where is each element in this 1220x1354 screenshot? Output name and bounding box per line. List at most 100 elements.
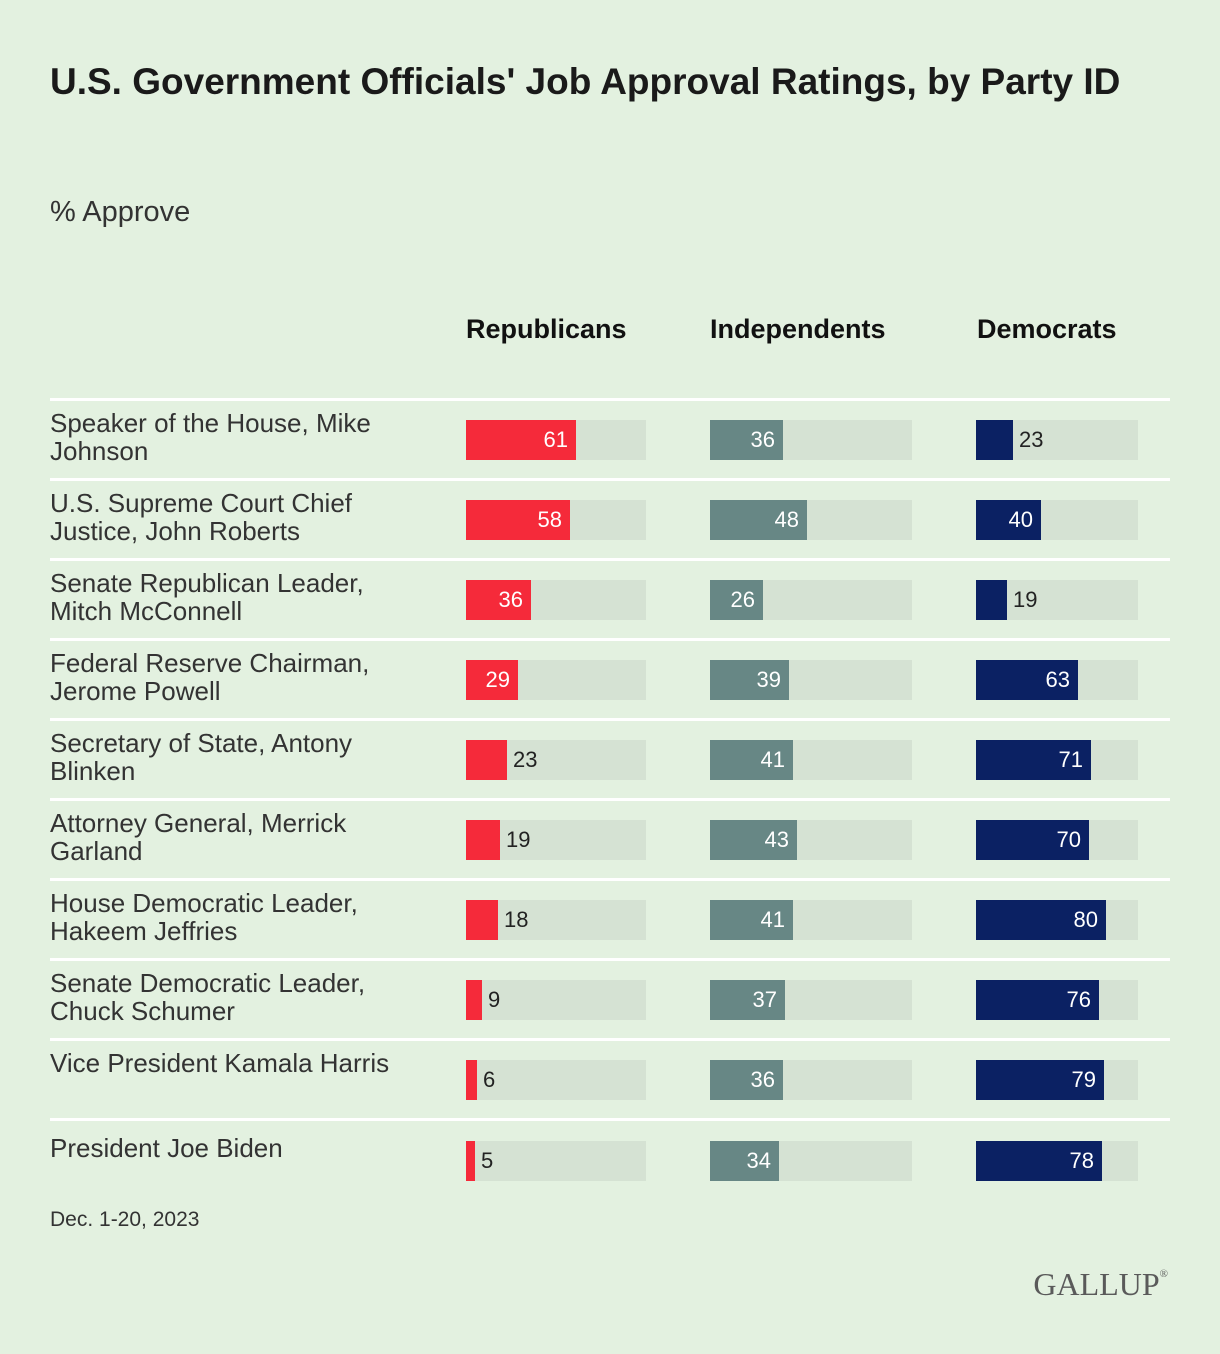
bar-independents [710,1141,779,1181]
column-header-republicans: Republicans [466,314,627,344]
data-label-democrats: 79 [1071,1067,1096,1092]
bar-democrats [976,900,1106,940]
row-label: U.S. Supreme Court Chief Justice, John R… [50,488,353,546]
gallup-logo: GALLUP® [1033,1266,1168,1303]
bar-track-republicans: 19 [466,820,646,860]
data-label-independents: 36 [750,1067,775,1092]
row-label: House Democratic Leader, Hakeem Jeffries [50,888,358,946]
bar-republicans [466,980,482,1020]
data-label-independents: 43 [764,827,789,852]
data-label-independents: 41 [760,747,785,772]
data-label-independents: 36 [750,427,775,452]
row-separator [50,718,1170,721]
bar-track-republicans: 9 [466,980,646,1020]
bar-track-democrats: 63 [976,660,1138,700]
bar-democrats [976,500,1041,540]
row-separator [50,1118,1170,1121]
data-label-republicans: 23 [513,747,538,772]
data-label-republicans: 29 [485,667,510,692]
bar-track-independents: 26 [710,580,912,620]
bar-track-democrats: 70 [976,820,1138,860]
bar-democrats [976,1060,1104,1100]
bar-democrats [976,1141,1102,1181]
bar-track-republicans: 18 [466,900,646,940]
bar-track-republicans: 5 [466,1141,646,1181]
data-label-republicans: 6 [483,1067,496,1092]
bar-independents [710,1060,783,1100]
row-separator [50,638,1170,641]
bar-republicans [466,1141,475,1181]
bar-track-independents: 43 [710,820,912,860]
data-label-republicans: 9 [488,987,501,1012]
data-label-republicans: 19 [506,827,531,852]
data-label-independents: 34 [746,1148,771,1173]
data-label-republicans: 18 [504,907,529,932]
footer-date: Dec. 1-20, 2023 [50,1208,200,1231]
data-label-democrats: 76 [1066,987,1091,1012]
row-separator [50,798,1170,801]
row-separator [50,398,1170,401]
data-label-republicans: 61 [543,427,568,452]
bar-track-independents: 36 [710,1060,912,1100]
bar-track-independents: 41 [710,900,912,940]
bar-republicans [466,660,518,700]
bar-track-independents: 41 [710,740,912,780]
bar-republicans [466,820,500,860]
bar-independents [710,580,763,620]
column-header-independents: Independents [710,314,886,344]
bar-track-independents: 37 [710,980,912,1020]
bar-track-independents: 48 [710,500,912,540]
bar-track-independents: 39 [710,660,912,700]
row-label: Senate Democratic Leader, Chuck Schumer [50,968,366,1026]
bar-track-democrats: 71 [976,740,1138,780]
bar-democrats [976,820,1089,860]
bar-track-republicans: 58 [466,500,646,540]
bar-republicans [466,580,531,620]
bar-democrats [976,420,1013,460]
chart-subtitle: % Approve [50,196,191,228]
bar-independents [710,500,807,540]
data-label-republicans: 58 [537,507,562,532]
column-header-democrats: Democrats [977,314,1117,344]
data-label-independents: 39 [756,667,781,692]
data-label-independents: 26 [730,587,755,612]
logo-registered-mark: ® [1159,1268,1168,1280]
data-label-republicans: 36 [498,587,523,612]
bar-track-democrats: 19 [976,580,1138,620]
row-separator [50,1038,1170,1041]
bar-democrats [976,580,1007,620]
bar-track-republicans: 29 [466,660,646,700]
bar-track-democrats: 23 [976,420,1138,460]
bar-track-independents: 34 [710,1141,912,1181]
data-label-democrats: 78 [1069,1148,1094,1173]
bar-republicans [466,740,507,780]
data-label-democrats: 80 [1073,907,1098,932]
bar-independents [710,660,789,700]
data-label-independents: 37 [752,987,777,1012]
bar-independents [710,900,793,940]
row-label: Federal Reserve Chairman, Jerome Powell [50,648,370,706]
chart-title: U.S. Government Officials' Job Approval … [50,61,1121,102]
row-separator [50,878,1170,881]
row-separator [50,958,1170,961]
data-label-democrats: 23 [1019,427,1044,452]
row-separator [50,558,1170,561]
data-label-republicans: 5 [481,1148,494,1173]
data-label-independents: 48 [774,507,799,532]
bar-track-republicans: 36 [466,580,646,620]
data-label-democrats: 63 [1045,667,1070,692]
bar-democrats [976,740,1091,780]
row-label: Senate Republican Leader, Mitch McConnel… [50,568,364,626]
bar-track-independents: 36 [710,420,912,460]
bar-track-republicans: 6 [466,1060,646,1100]
bar-independents [710,420,783,460]
bar-independents [710,980,785,1020]
row-label: Attorney General, Merrick Garland [50,808,347,866]
bar-independents [710,820,797,860]
data-label-independents: 41 [760,907,785,932]
bar-track-democrats: 78 [976,1141,1138,1181]
bar-track-republicans: 61 [466,420,646,460]
bar-track-democrats: 80 [976,900,1138,940]
bar-track-republicans: 23 [466,740,646,780]
